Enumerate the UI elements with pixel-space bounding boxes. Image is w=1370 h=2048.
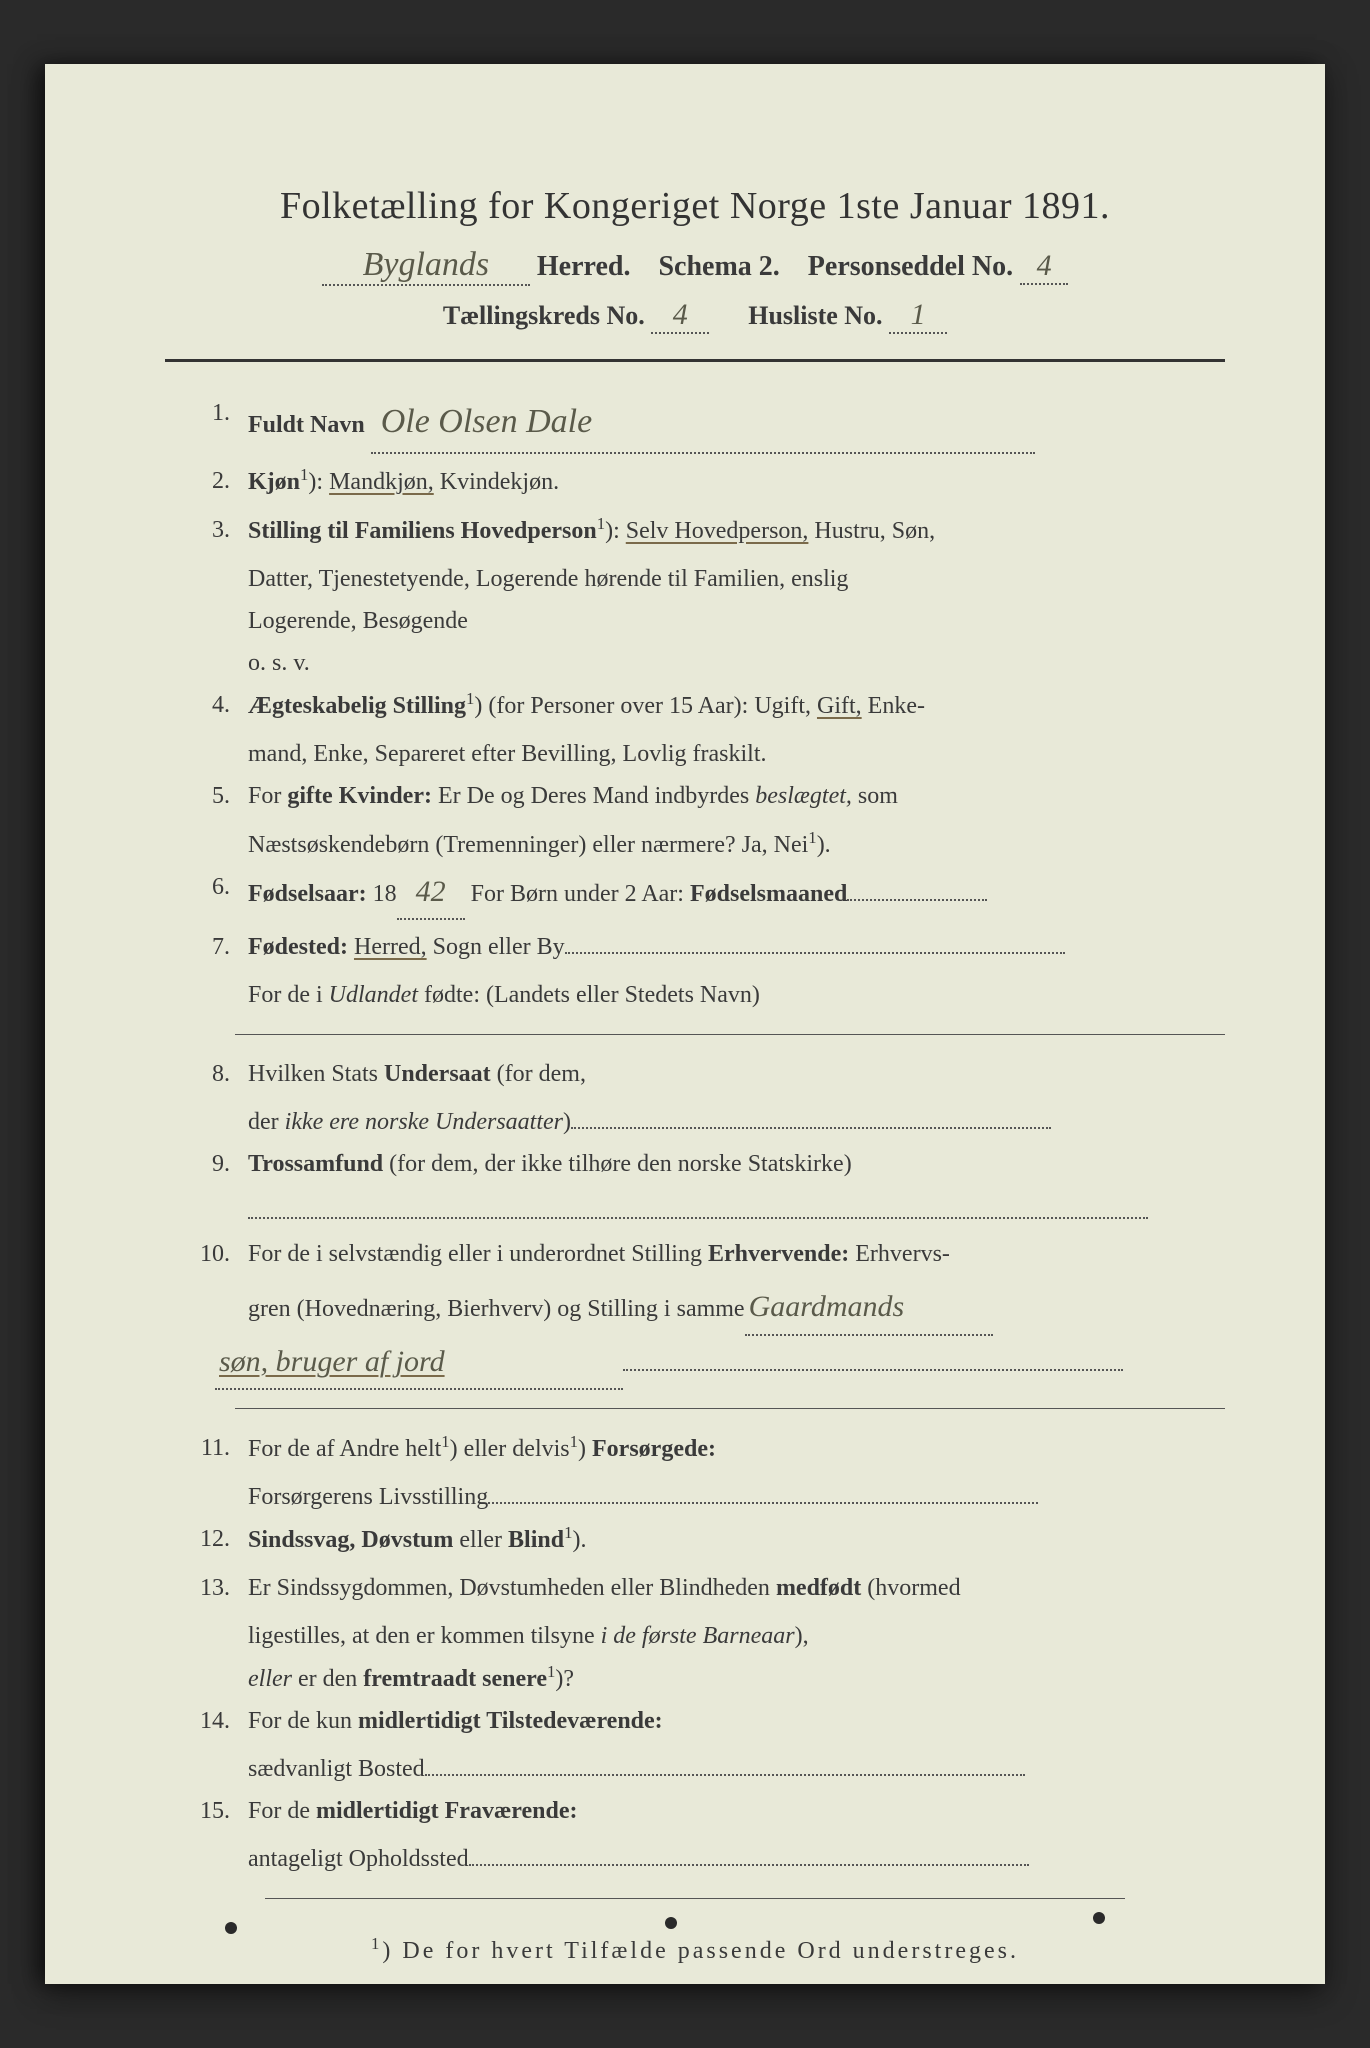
- q4-label: Ægteskabelig Stilling: [248, 693, 466, 719]
- item-num: 14.: [175, 1700, 248, 1742]
- q2-selected: Mandkjøn,: [329, 469, 434, 495]
- item-14: 14. For de kun midlertidigt Tilstedevære…: [175, 1700, 1225, 1742]
- census-form-page: Folketælling for Kongeriget Norge 1ste J…: [45, 64, 1325, 1984]
- form-title: Folketælling for Kongeriget Norge 1ste J…: [165, 184, 1225, 228]
- q3-label: Stilling til Familiens Hovedperson: [248, 518, 597, 544]
- item-1: 1. Fuldt Navn Ole Olsen Dale: [175, 392, 1225, 454]
- item-15: 15. For de midlertidigt Fraværende:: [175, 1790, 1225, 1832]
- item-num: 9.: [175, 1143, 248, 1185]
- q3-selected: Selv Hovedperson,: [626, 518, 809, 544]
- personseddel-no: 4: [1020, 249, 1068, 285]
- schema-label: Schema 2.: [658, 251, 779, 282]
- item-num: 3.: [175, 509, 248, 552]
- q10-line2: gren (Hovednæring, Bierhverv) og Stillin…: [248, 1281, 1225, 1336]
- item-num: 6.: [175, 866, 248, 921]
- item-3: 3. Stilling til Familiens Hovedperson1):…: [175, 509, 1225, 552]
- item-5: 5. For gifte Kvinder: Er De og Deres Man…: [175, 775, 1225, 817]
- q3-line3: Logerende, Besøgende: [248, 600, 1225, 642]
- q7-label: Fødested:: [248, 934, 348, 960]
- q15-line2: antageligt Opholdssted: [248, 1838, 1225, 1880]
- q10-hand2: søn, bruger af jord: [215, 1336, 623, 1391]
- q13-line3: eller er den fremtraadt senere1)?: [248, 1657, 1225, 1700]
- item-2: 2. Kjøn1): Mandkjøn, Kvindekjøn.: [175, 460, 1225, 503]
- q3-line4: o. s. v.: [248, 642, 1225, 684]
- header-line-1: Byglands Herred. Schema 2. Personseddel …: [165, 246, 1225, 286]
- item-9: 9. Trossamfund (for dem, der ikke tilhør…: [175, 1143, 1225, 1185]
- q6-label: Fødselsaar:: [248, 881, 367, 907]
- header-rule: [165, 359, 1225, 362]
- item-num: 15.: [175, 1790, 248, 1832]
- q11-line2: Forsørgerens Livsstilling: [248, 1476, 1225, 1518]
- q7-selected: Herred,: [354, 934, 427, 960]
- item-num: 5.: [175, 775, 248, 817]
- header-line-2: Tællingskreds No. 4 Husliste No. 1: [165, 298, 1225, 334]
- q1-name-value: Ole Olsen Dale: [371, 392, 1035, 454]
- item-num: 1.: [175, 392, 248, 454]
- item-10: 10. For de i selvstændig eller i underor…: [175, 1233, 1225, 1275]
- ink-spot: [225, 1922, 237, 1934]
- section-rule-2: [235, 1408, 1225, 1409]
- footer-rule: [265, 1898, 1125, 1899]
- item-num: 11.: [175, 1427, 248, 1470]
- item-11: 11. For de af Andre helt1) eller delvis1…: [175, 1427, 1225, 1470]
- q7-line2: For de i Udlandet fødte: (Landets eller …: [248, 974, 1225, 1016]
- item-num: 12.: [175, 1518, 248, 1561]
- q13-line2: ligestilles, at den er kommen tilsyne i …: [248, 1615, 1225, 1657]
- q2-label: Kjøn: [248, 469, 300, 495]
- item-4: 4. Ægteskabelig Stilling1) (for Personer…: [175, 684, 1225, 727]
- q5-line2: Næstsøskendebørn (Tremenninger) eller næ…: [248, 823, 1225, 866]
- item-7: 7. Fødested: Herred, Sogn eller By: [175, 926, 1225, 968]
- q9-label: Trossamfund: [248, 1151, 383, 1177]
- q3-line2: Datter, Tjenestetyende, Logerende hørend…: [248, 558, 1225, 600]
- item-num: 8.: [175, 1053, 248, 1095]
- item-6: 6. Fødselsaar: 1842 For Børn under 2 Aar…: [175, 866, 1225, 921]
- footnote: 1) De for hvert Tilfælde passende Ord un…: [165, 1934, 1225, 1965]
- ink-spot: [665, 1917, 677, 1929]
- q10-hand1: Gaardmands: [745, 1281, 993, 1336]
- herred-label: Herred.: [537, 251, 631, 282]
- q1-label: Fuldt Navn: [248, 412, 365, 438]
- personseddel-label: Personseddel No.: [808, 251, 1013, 282]
- herred-handwritten: Byglands: [322, 246, 530, 286]
- form-items: 1. Fuldt Navn Ole Olsen Dale 2. Kjøn1): …: [175, 392, 1225, 1880]
- item-12: 12. Sindssvag, Døvstum eller Blind1).: [175, 1518, 1225, 1561]
- husliste-no: 1: [889, 298, 947, 334]
- kreds-no: 4: [651, 298, 709, 334]
- item-13: 13. Er Sindssygdommen, Døvstumheden elle…: [175, 1567, 1225, 1609]
- ink-spot: [1093, 1912, 1105, 1924]
- q14-line2: sædvanligt Bosted: [248, 1748, 1225, 1790]
- q9-blank: [248, 1217, 1148, 1219]
- q6-year: 42: [397, 866, 465, 921]
- q12-label: Sindssvag, Døvstum: [248, 1527, 453, 1553]
- section-rule-1: [235, 1034, 1225, 1035]
- item-num: 4.: [175, 684, 248, 727]
- item-num: 2.: [175, 460, 248, 503]
- item-8: 8. Hvilken Stats Undersaat (for dem,: [175, 1053, 1225, 1095]
- husliste-label: Husliste No.: [748, 301, 882, 330]
- q8-line2: der ikke ere norske Undersaatter): [248, 1101, 1225, 1143]
- item-num: 7.: [175, 926, 248, 968]
- q4-selected: Gift,: [817, 693, 862, 719]
- item-num: 10.: [175, 1233, 248, 1275]
- kreds-label: Tællingskreds No.: [443, 301, 645, 330]
- item-num: 13.: [175, 1567, 248, 1609]
- q4-line2: mand, Enke, Separeret efter Bevilling, L…: [248, 733, 1225, 775]
